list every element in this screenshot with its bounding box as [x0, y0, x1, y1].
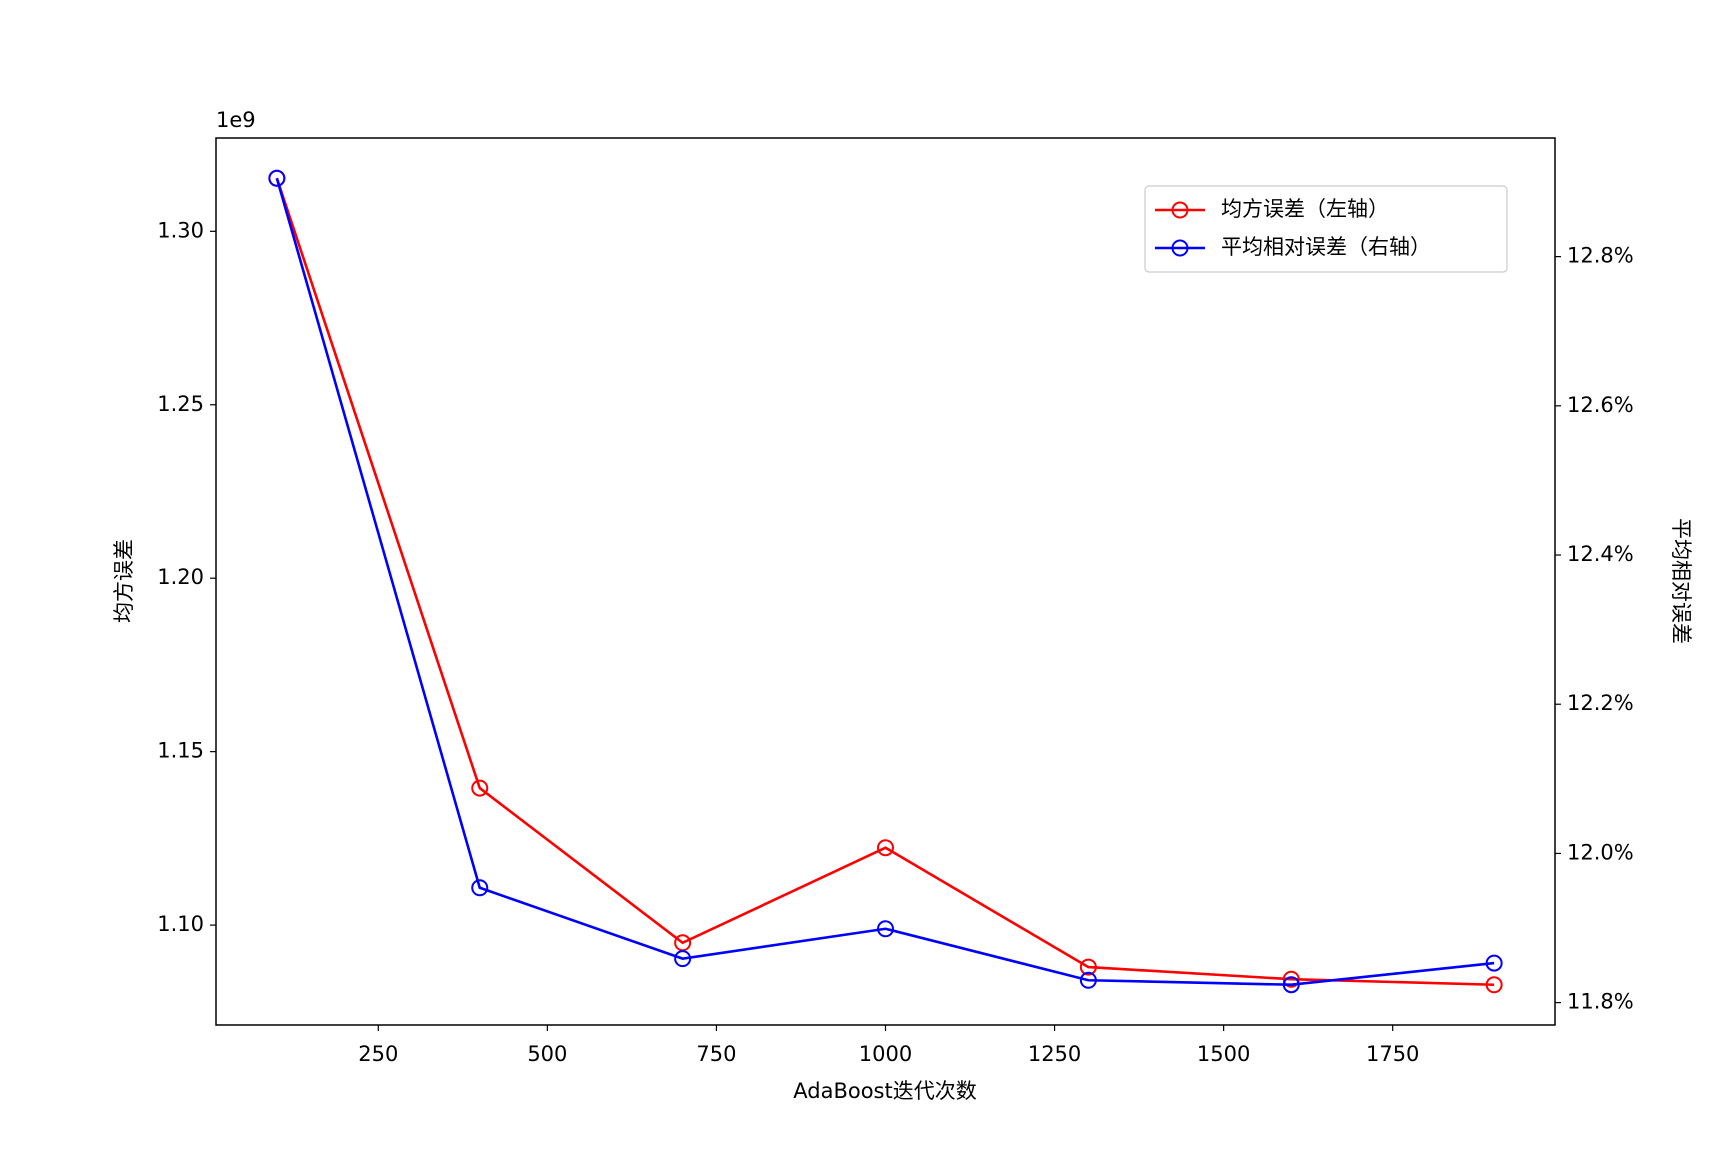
y-tick-label: 1.25 [157, 392, 204, 416]
series-line [275, 177, 1495, 987]
y-offset-label: 1e9 [216, 108, 256, 132]
x-tick-label: 1000 [859, 1042, 912, 1066]
y2-tick-label: 12.6% [1567, 393, 1634, 417]
y-tick-label: 1.15 [157, 739, 204, 763]
x-axis-label: AdaBoost迭代次数 [793, 1079, 976, 1103]
legend-label: 平均相对误差（右轴） [1221, 235, 1431, 259]
point [1079, 971, 1097, 989]
x-tick-label: 500 [527, 1042, 567, 1066]
y2-tick-label: 12.2% [1567, 691, 1634, 715]
point [877, 920, 894, 938]
legend-marker [1171, 201, 1189, 219]
point [471, 779, 489, 797]
point [268, 169, 286, 187]
x-tick-label: 1250 [1028, 1042, 1081, 1066]
y-axis-label: 均方误差 [112, 539, 136, 623]
x-tick-label: 1500 [1197, 1042, 1250, 1066]
legend-marker [1171, 239, 1189, 257]
x-tick-label: 1750 [1366, 1042, 1419, 1066]
y-tick-label: 1.20 [157, 565, 204, 589]
series-line [275, 177, 1495, 987]
x-tick-label: 750 [696, 1042, 736, 1066]
point [1485, 976, 1503, 994]
y2-tick-label: 12.8% [1567, 244, 1634, 268]
x-tick-label: 250 [358, 1042, 398, 1066]
point [471, 879, 489, 897]
y2-tick-label: 12.4% [1567, 542, 1634, 566]
legend-box [1144, 185, 1508, 273]
point [1079, 958, 1097, 976]
point [1485, 954, 1503, 972]
y2-axis-label: 平均相对误差 [1669, 518, 1693, 644]
point [1282, 970, 1300, 988]
point [674, 950, 692, 968]
y-tick-label: 1.30 [157, 218, 204, 242]
y2-tick-label: 12.0% [1567, 840, 1634, 864]
y-tick-label: 1.10 [157, 912, 204, 936]
plot-frame [215, 137, 1556, 1026]
point [877, 839, 894, 857]
legend-label: 均方误差（左轴） [1221, 197, 1389, 221]
point [1282, 976, 1300, 994]
y2-tick-label: 11.8% [1567, 990, 1634, 1014]
